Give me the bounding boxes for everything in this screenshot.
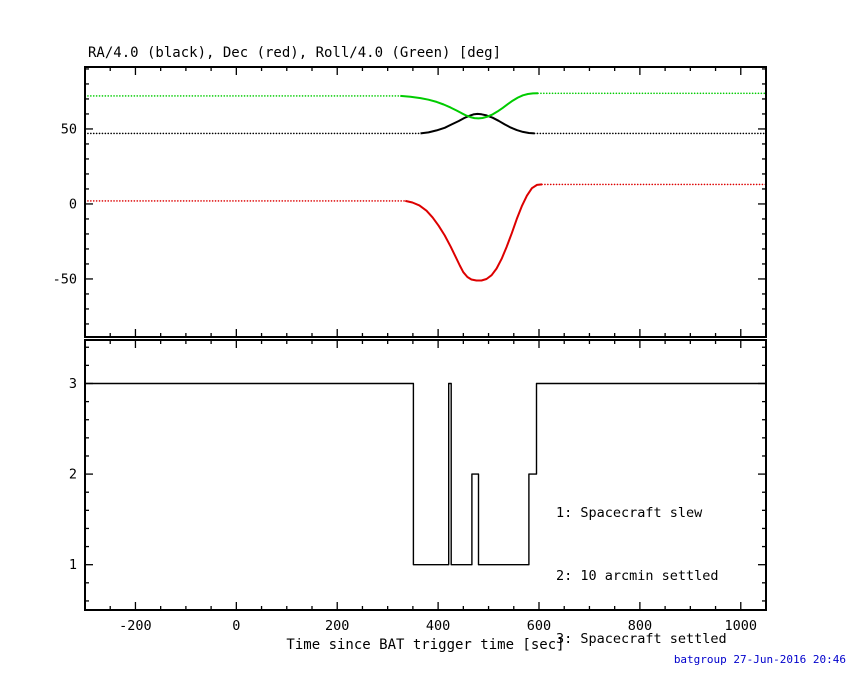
panel-status: 1 2 3 -200 0 200 400 600 800 1000 — [69, 339, 767, 634]
credit-timestamp: batgroup 27-Jun-2016 20:46 — [673, 653, 846, 666]
y-tick-label: 50 — [61, 121, 77, 137]
series-Dec — [405, 183, 543, 282]
panel-attitude: -50 0 50 — [53, 66, 767, 338]
y-tick-label: 3 — [69, 376, 77, 392]
series-Roll-over-4 — [400, 92, 539, 120]
x-tick-label: 1000 — [725, 618, 758, 634]
panel-frame — [84, 66, 767, 338]
y-tick-label: 0 — [69, 196, 77, 212]
x-axis-label: Time since BAT trigger time [sec] — [286, 637, 565, 653]
x-tick-label: 800 — [628, 618, 652, 634]
y-tick-label: 1 — [69, 557, 77, 573]
panel-frame — [84, 339, 767, 611]
x-tick-label: 600 — [527, 618, 551, 634]
x-tick-label: 0 — [232, 618, 240, 634]
x-tick-label: -200 — [119, 618, 152, 634]
y-tick-label: -50 — [53, 271, 77, 287]
status-legend: 1: Spacecraft slew 2: 10 arcmin settled … — [556, 461, 727, 680]
chart-title: RA/4.0 (black), Dec (red), Roll/4.0 (Gre… — [88, 45, 502, 61]
y-tick-label: 2 — [69, 467, 77, 483]
legend-item-slew: 1: Spacecraft slew — [556, 505, 703, 521]
series-settling-status — [85, 382, 766, 566]
legend-item-spacecraft-settled: 3: Spacecraft settled — [556, 631, 727, 647]
legend-item-10arcmin-settled: 2: 10 arcmin settled — [556, 568, 719, 584]
x-tick-label: 200 — [325, 618, 349, 634]
series-RA-over-4 — [420, 112, 535, 135]
x-tick-label: 400 — [426, 618, 450, 634]
